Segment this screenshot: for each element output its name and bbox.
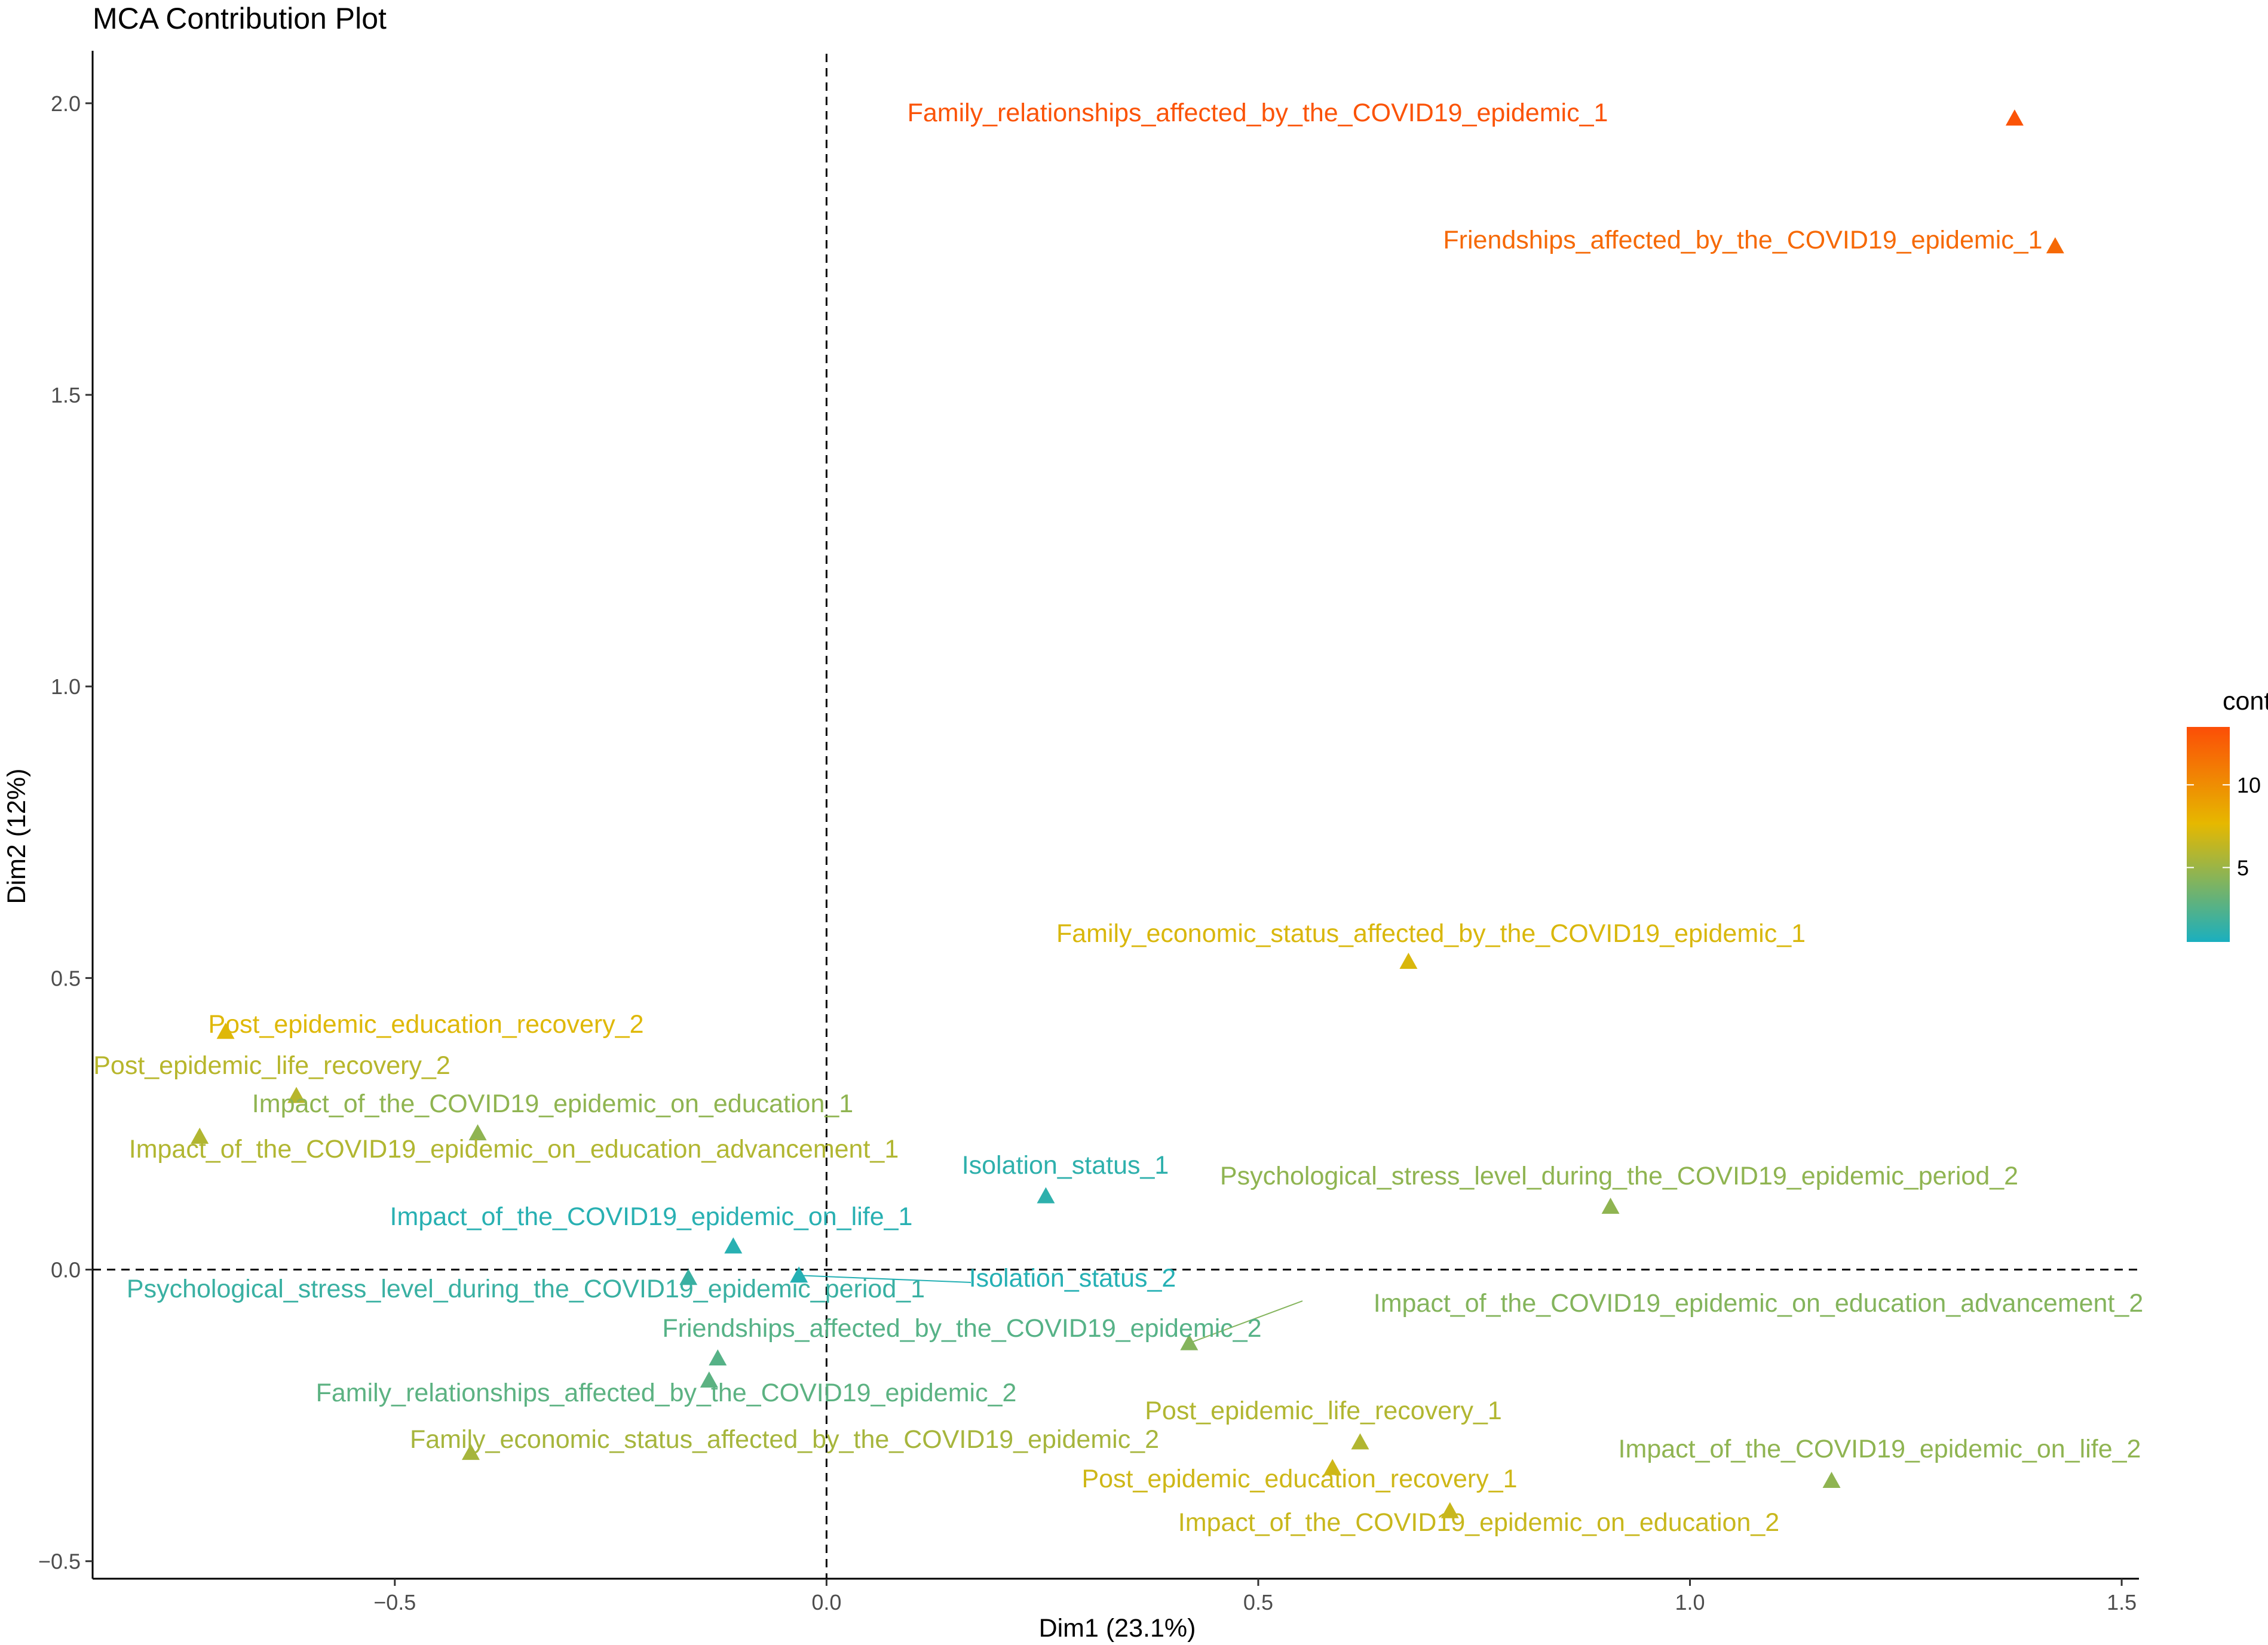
point-label: Impact_of_the_COVID19_epidemic_on_life_1 [390,1202,913,1231]
x-axis-ticks: −0.5 0.0 0.5 1.0 1.5 [373,1579,2137,1615]
point-marker [216,1023,235,1039]
point-marker [1441,1502,1459,1518]
y-tick-label: −0.5 [38,1549,81,1574]
x-axis-title: Dim1 (23.1%) [1039,1614,1196,1643]
point-marker [1323,1459,1342,1475]
point-marker [2046,237,2064,254]
contrib-legend: contrib 5 10 [2187,687,2268,942]
legend-tick-label: 10 [2237,773,2261,797]
x-tick-label: 1.5 [2107,1590,2137,1615]
point-marker [468,1124,487,1141]
point-marker [700,1371,718,1388]
point-label: Family_relationships_affected_by_the_COV… [908,99,1608,127]
chart-title: MCA Contribution Plot [93,2,387,35]
x-tick-label: 0.5 [1243,1590,1273,1615]
legend-tick-label: 5 [2237,855,2249,880]
point-label: Family_relationships_affected_by_the_COV… [316,1379,1017,1407]
x-tick-label: 1.0 [1675,1590,1705,1615]
point-marker [724,1237,743,1254]
y-tick-label: 1.5 [51,383,81,407]
point-label: Impact_of_the_COVID19_epidemic_on_life_2 [1619,1435,2141,1463]
point-label: Impact_of_the_COVID19_epidemic_on_educat… [1374,1289,2144,1318]
point-label: Impact_of_the_COVID19_epidemic_on_educat… [252,1089,853,1118]
point-marker [1180,1334,1199,1351]
x-tick-label: −0.5 [373,1590,416,1615]
point-label: Isolation_status_2 [969,1264,1176,1293]
point-label: Impact_of_the_COVID19_epidemic_on_educat… [129,1135,899,1164]
point-marker [287,1087,306,1103]
point-label: Impact_of_the_COVID19_epidemic_on_educat… [1178,1508,1779,1537]
point-marker [2005,109,2024,126]
point-marker [461,1444,480,1460]
y-axis-title: Dim2 (12%) [2,769,31,904]
point-marker [1351,1433,1369,1450]
label-leader-line [1188,1300,1303,1344]
plot-area: Family_relationships_affected_by_the_COV… [93,54,2143,1579]
point-label: Post_epidemic_education_recovery_2 [208,1010,643,1039]
point-marker [1601,1198,1620,1214]
point-label: Family_economic_status_affected_by_the_C… [1056,919,1806,948]
y-tick-label: 0.0 [51,1258,81,1282]
point-marker [1822,1471,1841,1488]
point-label: Post_epidemic_life_recovery_1 [1145,1397,1502,1425]
y-tick-label: 2.0 [51,91,81,116]
legend-ticks: 5 10 [2187,773,2261,880]
legend-colorbar [2187,727,2230,942]
point-label: Post_epidemic_life_recovery_2 [93,1051,450,1080]
point-marker [790,1266,808,1283]
legend-title: contrib [2223,687,2268,716]
y-tick-label: 1.0 [51,674,81,699]
point-marker [679,1269,698,1285]
y-tick-label: 0.5 [51,966,81,990]
point-label: Friendships_affected_by_the_COVID19_epid… [1443,226,2042,254]
point-label: Isolation_status_1 [962,1151,1169,1180]
point-marker [1037,1187,1055,1204]
x-tick-label: 0.0 [811,1590,841,1615]
label-leader-line [799,1275,971,1283]
point-label: Psychological_stress_level_during_the_CO… [1220,1162,2018,1190]
point-marker [1399,953,1418,969]
y-axis-ticks: −0.5 0.0 0.5 1.0 1.5 2.0 [38,91,93,1574]
point-label: Friendships_affected_by_the_COVID19_epid… [662,1314,1261,1343]
point-marker [191,1127,209,1144]
point-label: Family_economic_status_affected_by_the_C… [410,1425,1159,1454]
point-label: Post_epidemic_education_recovery_1 [1081,1465,1517,1493]
point-marker [709,1349,727,1365]
